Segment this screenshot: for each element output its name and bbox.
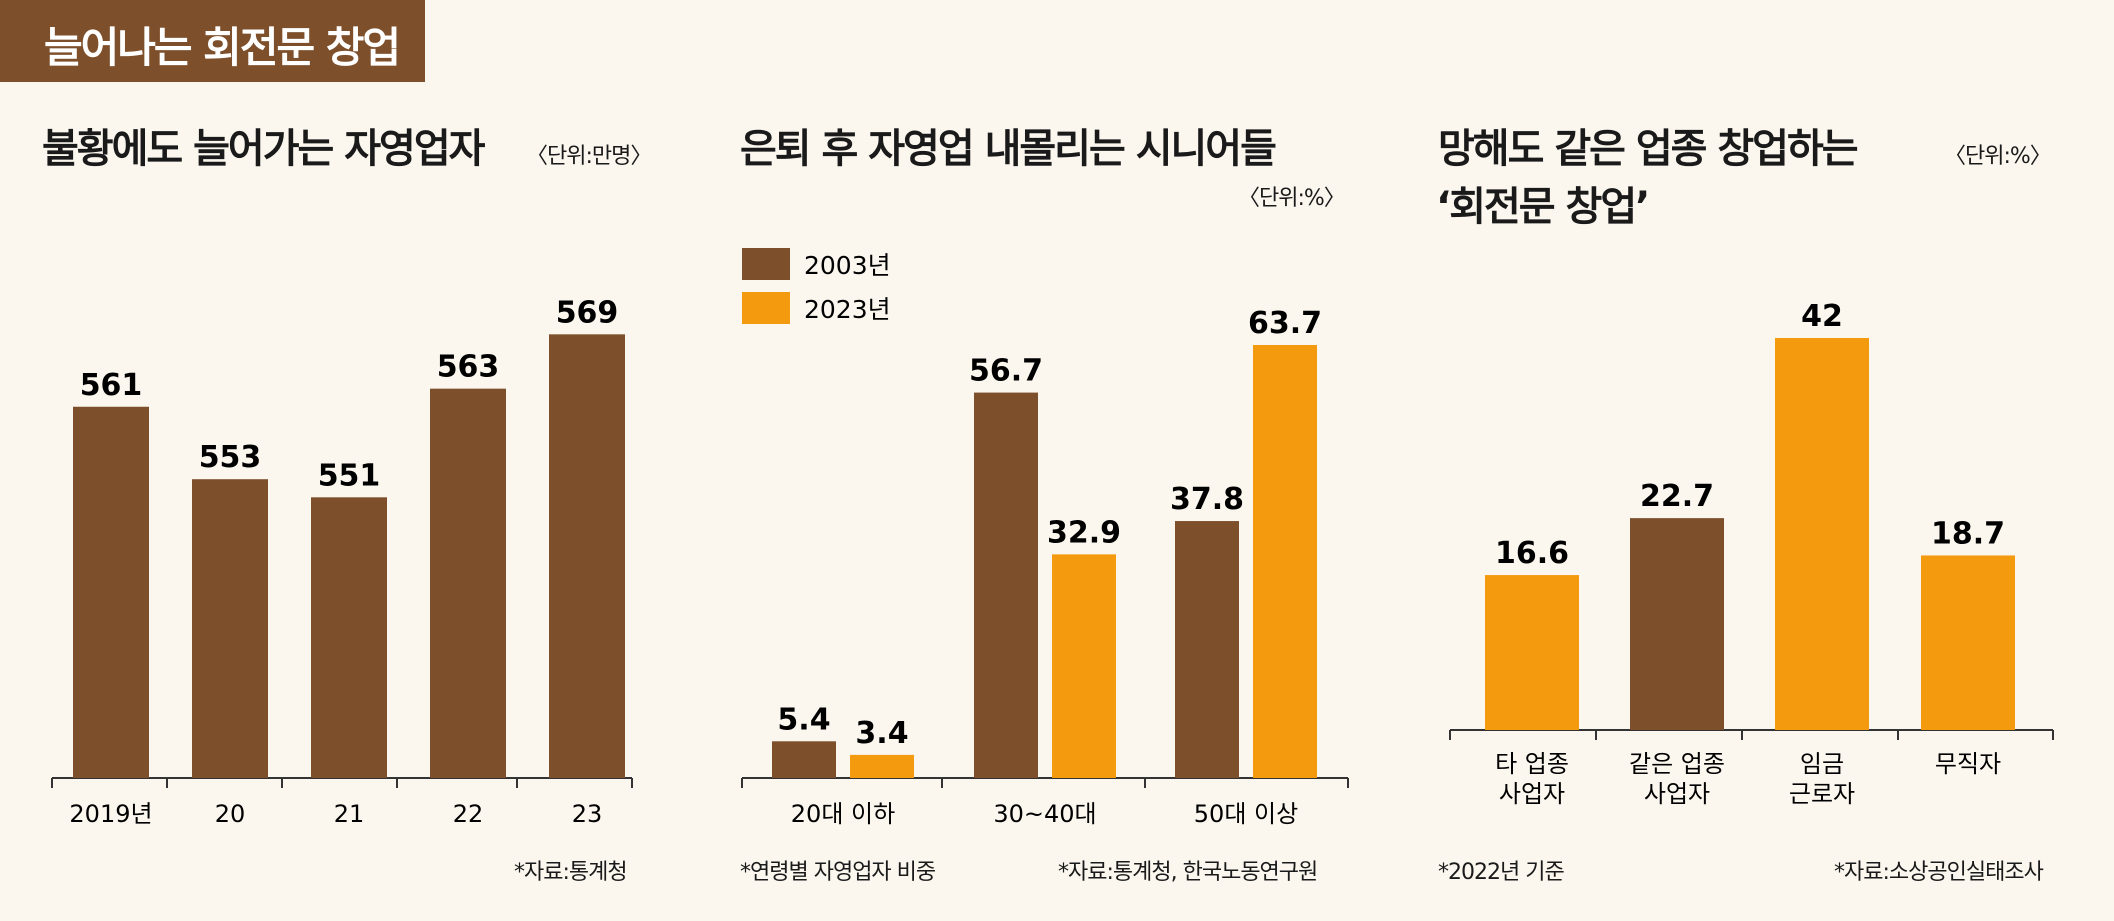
chart2-legend-label-0: 2003년 <box>804 251 891 280</box>
chart1-category-0: 2019년 <box>69 800 152 828</box>
chart3-title-line2: ‘회전문 창업’ <box>1436 184 1650 230</box>
chart2-source: *자료:통계청, 한국노동연구원 <box>1058 860 1318 885</box>
chart1-category-1: 20 <box>215 800 246 828</box>
chart1-value-label-0: 561 <box>80 368 143 403</box>
chart2-value-label-0-1: 56.7 <box>969 354 1043 389</box>
chart2-bar-2003년-0 <box>772 741 836 778</box>
chart3-value-label-0: 16.6 <box>1495 536 1569 571</box>
chart3-category-2-line-1: 근로자 <box>1789 780 1855 808</box>
chart2-category-0: 20대 이하 <box>791 800 895 828</box>
chart1-title: 불황에도 늘어가는 자영업자 <box>42 126 485 172</box>
chart2-category-2: 50대 이상 <box>1194 800 1298 828</box>
chart2-unit: 〈단위:%〉 <box>1238 186 1346 211</box>
chart1-value-label-3: 563 <box>437 350 500 385</box>
chart1-value-label-4: 569 <box>556 295 619 330</box>
chart3-category-1-line-1: 사업자 <box>1644 780 1710 808</box>
chart2-footnote: *연령별 자영업자 비중 <box>740 860 936 885</box>
chart2-legend-swatch-0 <box>742 248 790 280</box>
chart3-bar-1 <box>1630 518 1724 730</box>
chart1-category-3: 22 <box>453 800 484 828</box>
chart2-category-1: 30~40대 <box>993 800 1096 828</box>
chart3-unit: 〈단위:%〉 <box>1944 144 2052 169</box>
chart2-bar-2023년-0 <box>850 754 914 778</box>
chart1-value-label-2: 551 <box>318 458 381 493</box>
banner-title: 늘어나는 회전문 창업 <box>44 23 401 72</box>
chart3-title-line1: 망해도 같은 업종 창업하는 <box>1438 126 1859 172</box>
chart2-legend-label-1: 2023년 <box>804 295 891 324</box>
chart2-bar-2003년-1 <box>974 392 1038 778</box>
banner: 늘어나는 회전문 창업 <box>0 0 425 82</box>
chart2-value-label-1-2: 63.7 <box>1248 306 1322 341</box>
chart3-source: *자료:소상공인실태조사 <box>1834 860 2044 885</box>
chart1-value-label-1: 553 <box>199 440 262 475</box>
chart2-bar-2023년-2 <box>1253 345 1317 778</box>
chart3-footnote: *2022년 기준 <box>1438 860 1565 885</box>
chart2-value-label-1-0: 3.4 <box>855 716 908 751</box>
chart1-unit: 〈단위:만명〉 <box>526 144 652 169</box>
chart1-bar-1 <box>192 479 268 778</box>
chart1-source: *자료:통계청 <box>514 860 628 885</box>
chart1-category-2: 21 <box>334 800 365 828</box>
chart3-value-label-3: 18.7 <box>1931 516 2005 551</box>
chart1-bar-0 <box>73 406 149 778</box>
chart3-category-1-line-0: 같은 업종 <box>1629 750 1725 778</box>
chart3-bar-2 <box>1775 338 1869 730</box>
chart2-legend-swatch-1 <box>742 292 790 324</box>
chart3-category-2-line-0: 임금 <box>1800 750 1844 778</box>
chart2-value-label-0-0: 5.4 <box>777 702 830 737</box>
chart3-category-0-line-1: 사업자 <box>1499 780 1565 808</box>
chart3-value-label-1: 22.7 <box>1640 479 1714 514</box>
chart2-bar-2003년-2 <box>1175 521 1239 778</box>
chart3-bar-0 <box>1485 575 1579 730</box>
chart2-value-label-0-2: 37.8 <box>1170 482 1244 517</box>
chart2-value-label-1-1: 32.9 <box>1047 515 1121 550</box>
chart1-bar-4 <box>549 334 625 778</box>
chart1-bar-3 <box>430 388 506 778</box>
chart2-title: 은퇴 후 자영업 내몰리는 시니어들 <box>740 126 1277 172</box>
chart1-bar-2 <box>311 497 387 778</box>
chart3-category-3-line-0: 무직자 <box>1935 750 2001 778</box>
chart2-bar-2023년-1 <box>1052 554 1116 778</box>
chart1-category-4: 23 <box>572 800 603 828</box>
chart3-value-label-2: 42 <box>1801 299 1843 334</box>
chart3-category-0-line-0: 타 업종 <box>1495 750 1569 778</box>
chart3-bar-3 <box>1921 555 2015 730</box>
